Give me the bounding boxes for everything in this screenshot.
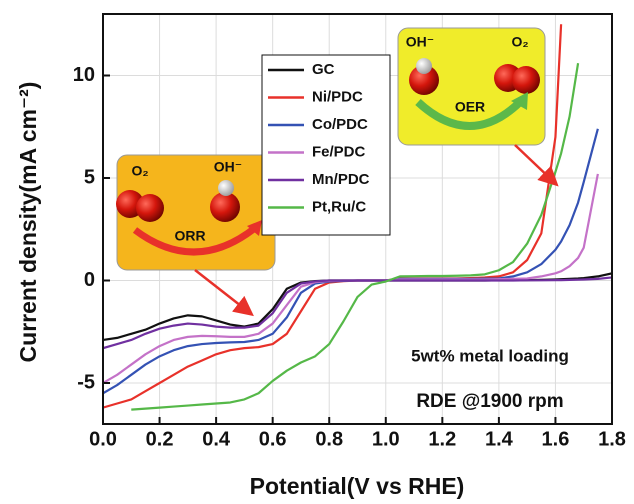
- oer-arrow: [415, 99, 523, 130]
- orr-label: ORR: [174, 228, 205, 244]
- oer-product: O₂: [511, 34, 528, 50]
- y-axis-title: Current density(mA cm⁻²): [15, 82, 41, 363]
- atom: [416, 58, 432, 74]
- oer-inset: OH⁻ O₂ OER: [397, 27, 546, 146]
- y-tick-label: 5: [84, 166, 95, 188]
- oer-pointer: [514, 144, 559, 187]
- orr-pointer: [194, 269, 254, 317]
- orr-inset: O₂ OH⁻ ORR: [116, 154, 276, 271]
- oer-label: OER: [455, 99, 485, 115]
- x-tick-label: 1.6: [542, 428, 570, 450]
- x-tick-label: 1.4: [485, 428, 514, 450]
- legend-box: [261, 54, 391, 236]
- x-tick-label: 0.6: [259, 428, 287, 450]
- legend-label: Co/PDC: [312, 116, 368, 133]
- series-line: [103, 272, 612, 342]
- x-tick-label: 0.8: [315, 428, 343, 450]
- series-line: [131, 63, 580, 411]
- y-tick-label: 0: [84, 269, 95, 291]
- plot-frame: [102, 13, 613, 425]
- atom: [136, 194, 164, 222]
- atom: [512, 66, 540, 94]
- orr-arrowhead: [247, 220, 262, 236]
- legend-label: Ni/PDC: [312, 88, 363, 105]
- annotation: 5wt% metal loading: [411, 346, 569, 365]
- oer-reactant: OH⁻: [406, 34, 434, 50]
- x-tick-label: 1.0: [372, 428, 400, 450]
- x-tick-label: 1.8: [598, 428, 626, 450]
- x-tick-label: 0.4: [202, 428, 231, 450]
- legend-label: Pt,Ru/C: [312, 198, 366, 215]
- orr-product: OH⁻: [214, 159, 242, 175]
- atom: [409, 65, 439, 95]
- x-tick-label: 0.2: [146, 428, 174, 450]
- x-tick-label: 1.2: [428, 428, 456, 450]
- orr-reactant: O₂: [131, 163, 148, 179]
- atom: [210, 192, 240, 222]
- orr-arrow: [132, 225, 258, 256]
- series-line: [103, 276, 612, 350]
- oer-arrowhead: [511, 92, 528, 110]
- x-tick-label: 0.0: [89, 428, 117, 450]
- y-tick-label: -5: [77, 371, 95, 393]
- legend-label: Fe/PDC: [312, 143, 366, 160]
- y-tick-label: 10: [73, 64, 95, 86]
- legend-label: GC: [312, 61, 335, 78]
- atom: [218, 180, 234, 196]
- annotation: RDE @1900 rpm: [416, 391, 563, 412]
- x-axis-title: Potential(V vs RHE): [250, 473, 465, 499]
- plot-lines: [103, 24, 612, 411]
- legend: GC Ni/PDC Co/PDC Fe/PDC Mn/PDC Pt,Ru/C: [268, 61, 370, 215]
- legend-label: Mn/PDC: [312, 171, 370, 188]
